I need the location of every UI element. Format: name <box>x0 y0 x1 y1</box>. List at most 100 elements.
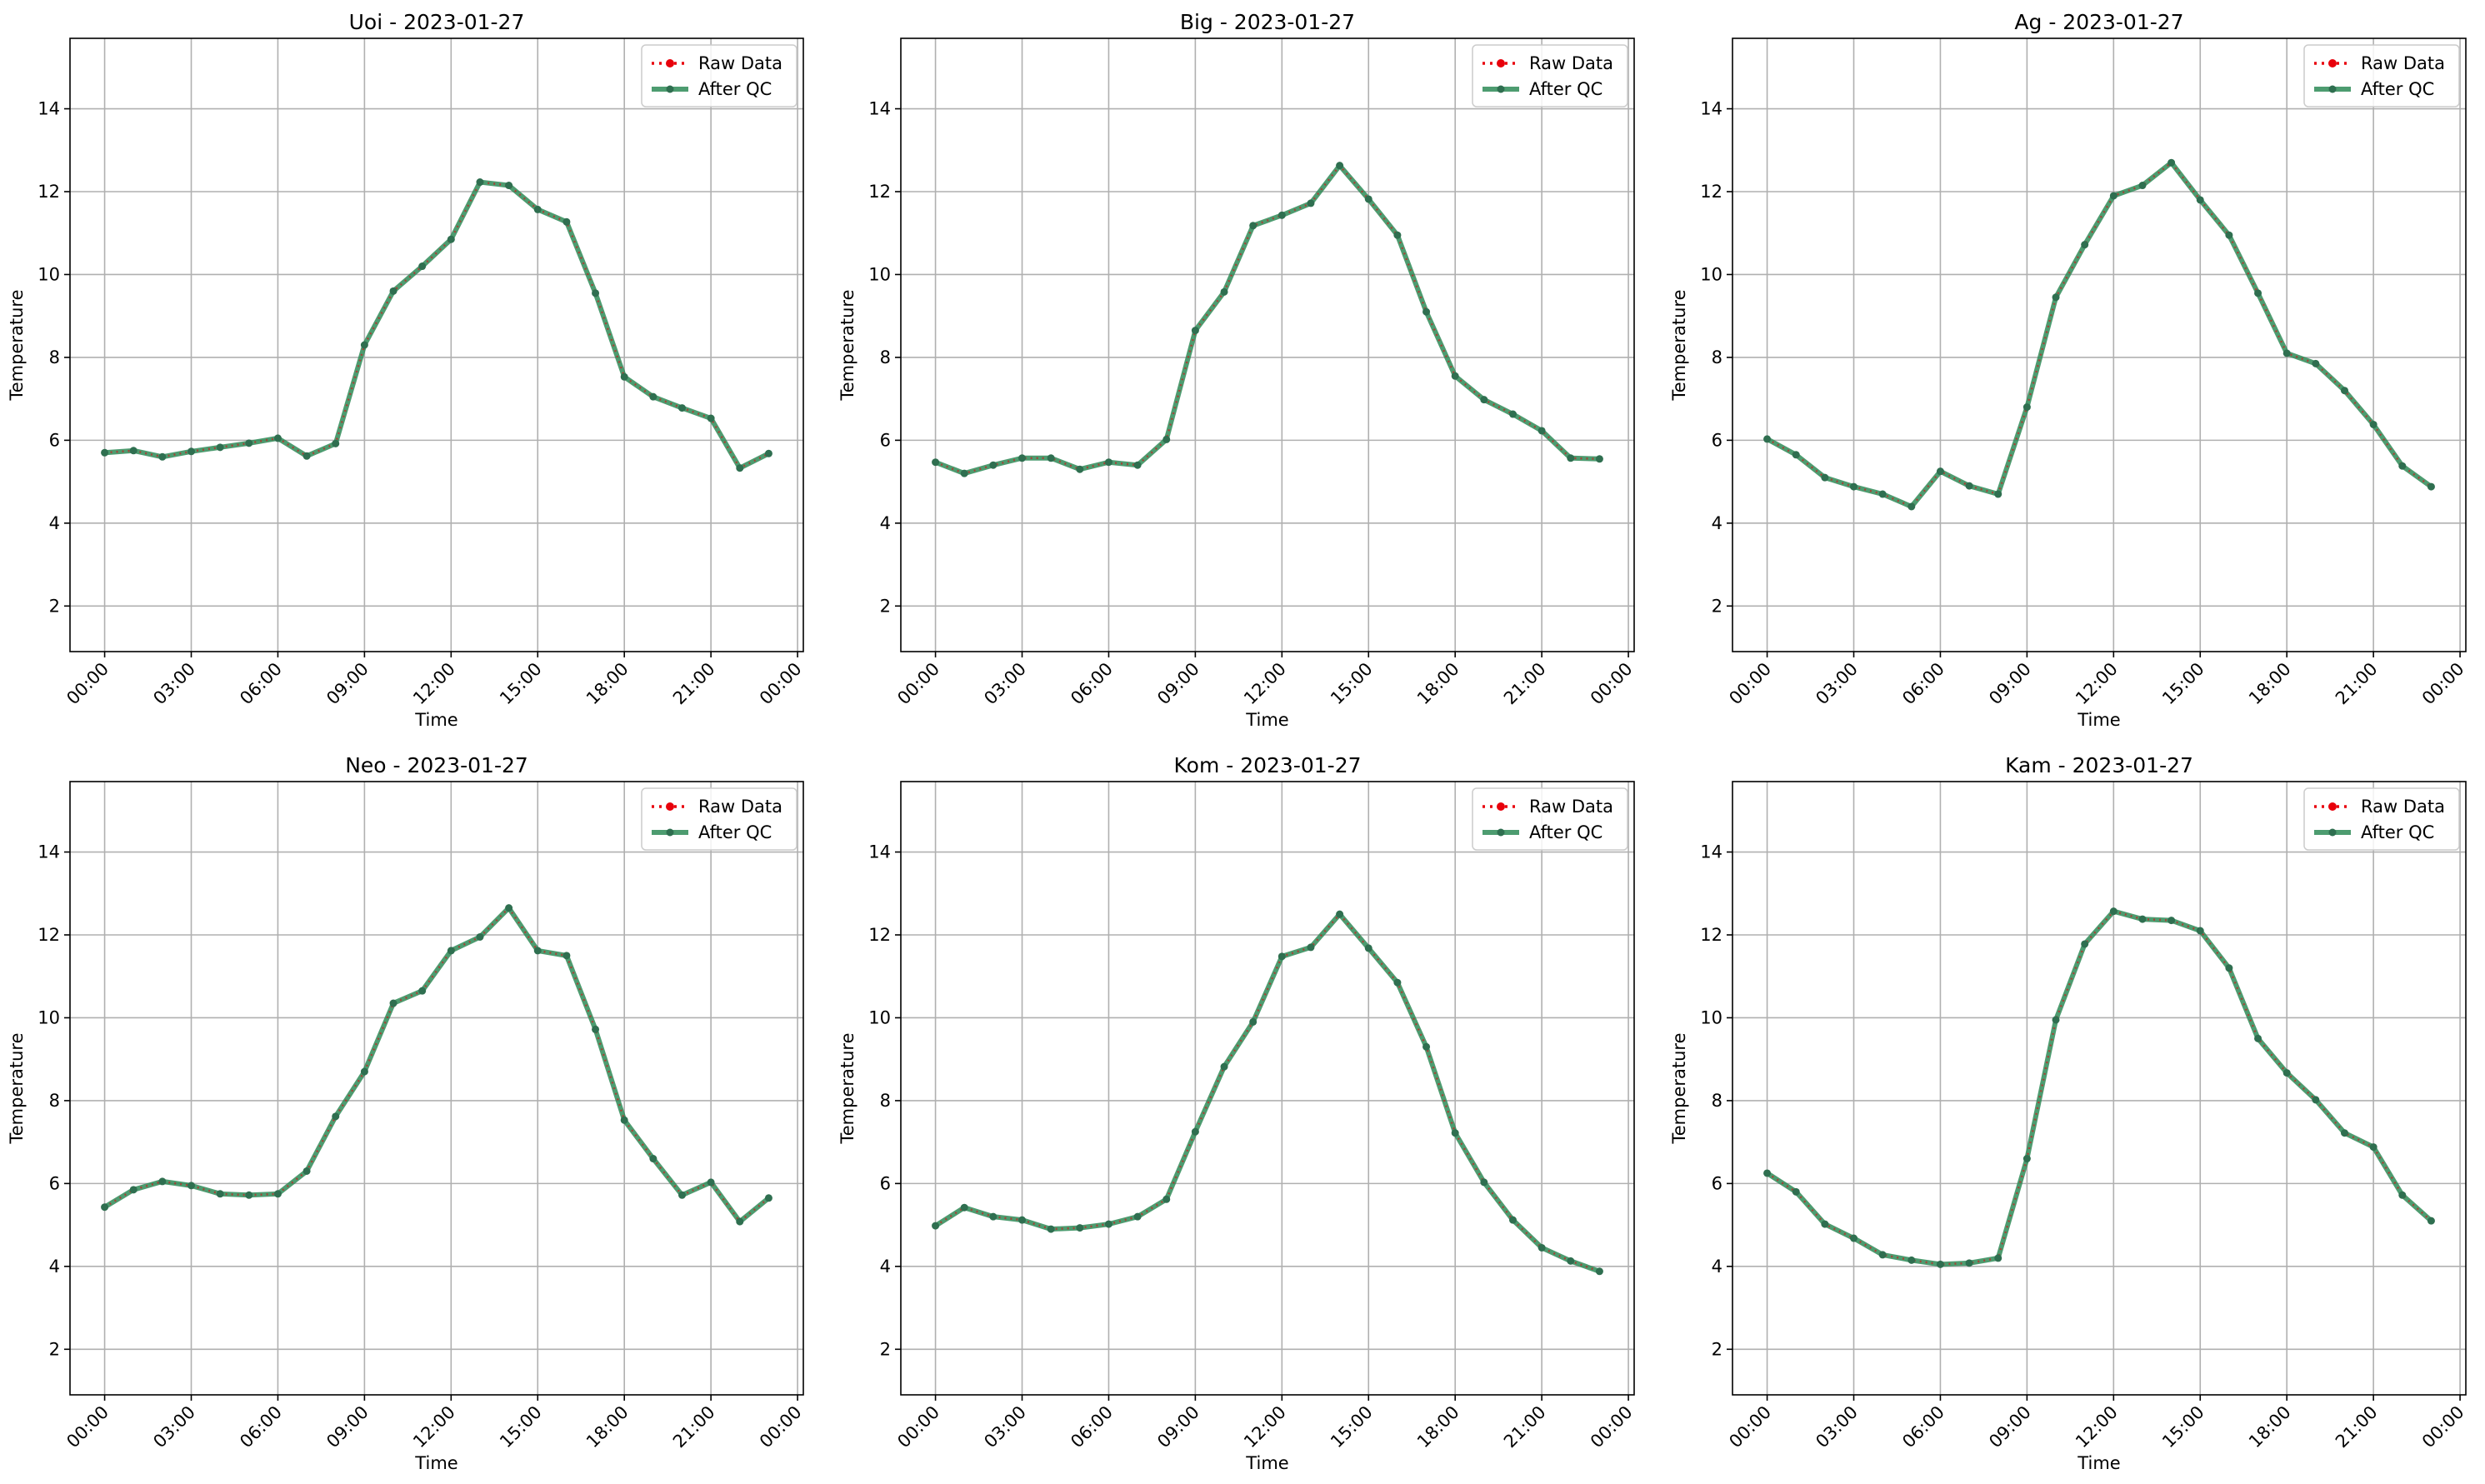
y-tick-label: 10 <box>868 1007 891 1027</box>
y-tick-label: 10 <box>38 1007 60 1027</box>
y-tick-label: 2 <box>880 1339 891 1359</box>
x-tick-label: 21:00 <box>669 1402 719 1452</box>
raw-data-line <box>934 912 1600 1272</box>
chart-title: Ag - 2023-01-27 <box>2014 10 2183 34</box>
data-point <box>129 447 138 455</box>
raw-data-line <box>1766 910 2432 1266</box>
y-tick-label: 12 <box>1700 925 1722 945</box>
legend: Raw Data After QC <box>641 44 798 107</box>
y-tick-label: 6 <box>880 430 891 450</box>
data-point <box>1220 1062 1228 1071</box>
y-axis-label: Temperature <box>1669 1032 1689 1144</box>
x-tick-label: 00:00 <box>1725 659 1775 709</box>
y-tick-label: 2 <box>1712 596 1722 616</box>
data-point <box>101 448 109 457</box>
legend: Raw Data After QC <box>1472 44 1628 107</box>
legend-qc-label: After QC <box>1529 822 1602 842</box>
data-point <box>1249 222 1258 230</box>
x-tick-label: 15:00 <box>2158 1402 2208 1452</box>
x-tick-label: 00:00 <box>756 1402 806 1452</box>
data-point <box>447 235 455 243</box>
legend-raw-marker <box>1497 59 1505 67</box>
x-axis-label: Time <box>1245 710 1288 730</box>
x-tick-label: 03:00 <box>1812 1402 1862 1452</box>
data-point <box>216 443 224 452</box>
x-tick-label: 21:00 <box>1500 1402 1550 1452</box>
legend-raw-label: Raw Data <box>1529 797 1613 817</box>
data-point <box>1451 372 1459 380</box>
data-point <box>1076 465 1084 473</box>
x-tick-label: 09:00 <box>1153 659 1203 709</box>
chart-panel-3: 00:00 03:00 06:00 09:00 12:00 15:00 18:00 21:00… <box>1669 10 2468 730</box>
y-axis-label: Temperature <box>838 1032 858 1144</box>
x-tick-label: 21:00 <box>669 659 719 709</box>
x-tick-label: 18:00 <box>1413 659 1463 709</box>
legend-raw-label: Raw Data <box>698 53 782 73</box>
chart-panel-5: 00:00 03:00 06:00 09:00 12:00 15:00 18:00 21:00… <box>838 753 1637 1473</box>
data-point <box>620 372 628 381</box>
data-point <box>245 1191 253 1199</box>
y-axis-label: Temperature <box>7 1032 27 1144</box>
grid <box>901 38 1634 652</box>
y-tick-label: 2 <box>1712 1339 1722 1359</box>
data-point <box>533 947 542 955</box>
data-point <box>2138 182 2147 190</box>
data-point <box>1936 1260 1944 1268</box>
chart-panel-2: 00:00 03:00 06:00 09:00 12:00 15:00 18:00 21:00… <box>838 10 1637 730</box>
y-tick-label: 4 <box>880 513 891 533</box>
data-point <box>1104 1220 1112 1228</box>
y-tick-label: 8 <box>1712 1091 1722 1111</box>
chart-panel-4: 00:00 03:00 06:00 09:00 12:00 15:00 18:00 21:00… <box>7 753 806 1473</box>
data-point <box>678 404 686 412</box>
y-tick-label: 8 <box>880 1091 891 1111</box>
data-point <box>1249 1017 1258 1026</box>
data-point <box>1018 1216 1027 1224</box>
data-point <box>533 205 542 213</box>
x-tick-label: 15:00 <box>2158 659 2208 709</box>
x-tick-label: 03:00 <box>149 1402 199 1452</box>
y-tick-label: 14 <box>38 99 60 119</box>
data-point <box>129 1186 138 1194</box>
x-axis-label: Time <box>414 710 458 730</box>
legend-qc-label: After QC <box>2361 79 2434 99</box>
data-point <box>1908 1256 1916 1264</box>
data-point <box>1133 461 1142 469</box>
x-tick-label: 06:00 <box>236 1402 286 1452</box>
grid <box>1732 782 2466 1395</box>
raw-data-line <box>104 181 769 470</box>
data-point <box>1307 199 1315 207</box>
data-point <box>649 1155 658 1163</box>
data-point <box>360 1067 368 1076</box>
data-point <box>2225 231 2233 239</box>
chart-panel-6: 00:00 03:00 06:00 09:00 12:00 15:00 18:00 21:00… <box>1669 753 2468 1473</box>
data-point <box>2340 387 2348 395</box>
data-point <box>2369 420 2378 428</box>
raw-data-line <box>103 906 770 1223</box>
y-tick-label: 6 <box>880 1173 891 1193</box>
data-point <box>2340 1129 2348 1137</box>
data-point <box>101 1203 109 1212</box>
data-point <box>2109 192 2118 200</box>
y-tick-label: 12 <box>38 182 60 202</box>
data-point <box>2225 964 2233 972</box>
x-tick-label: 15:00 <box>496 659 546 709</box>
x-tick-label: 09:00 <box>1985 1402 2035 1452</box>
data-point <box>960 469 968 477</box>
y-tick-label: 12 <box>1700 182 1722 202</box>
x-tick-label: 18:00 <box>582 659 632 709</box>
data-point <box>2109 907 2118 916</box>
grid <box>70 38 803 652</box>
data-point <box>960 1203 968 1212</box>
data-point <box>418 262 427 271</box>
x-tick-label: 18:00 <box>582 1402 632 1452</box>
x-tick-label: 00:00 <box>62 659 112 709</box>
legend-raw-label: Raw Data <box>2361 797 2445 817</box>
x-axis-label: Time <box>1245 1453 1288 1473</box>
after-qc-line <box>932 912 1602 1274</box>
grid <box>901 782 1634 1395</box>
data-point <box>1191 1127 1199 1136</box>
legend-raw-marker <box>666 802 674 811</box>
legend: Raw Data After QC <box>1472 787 1628 851</box>
data-point <box>1792 451 1800 459</box>
legend-raw-label: Raw Data <box>2361 53 2445 73</box>
